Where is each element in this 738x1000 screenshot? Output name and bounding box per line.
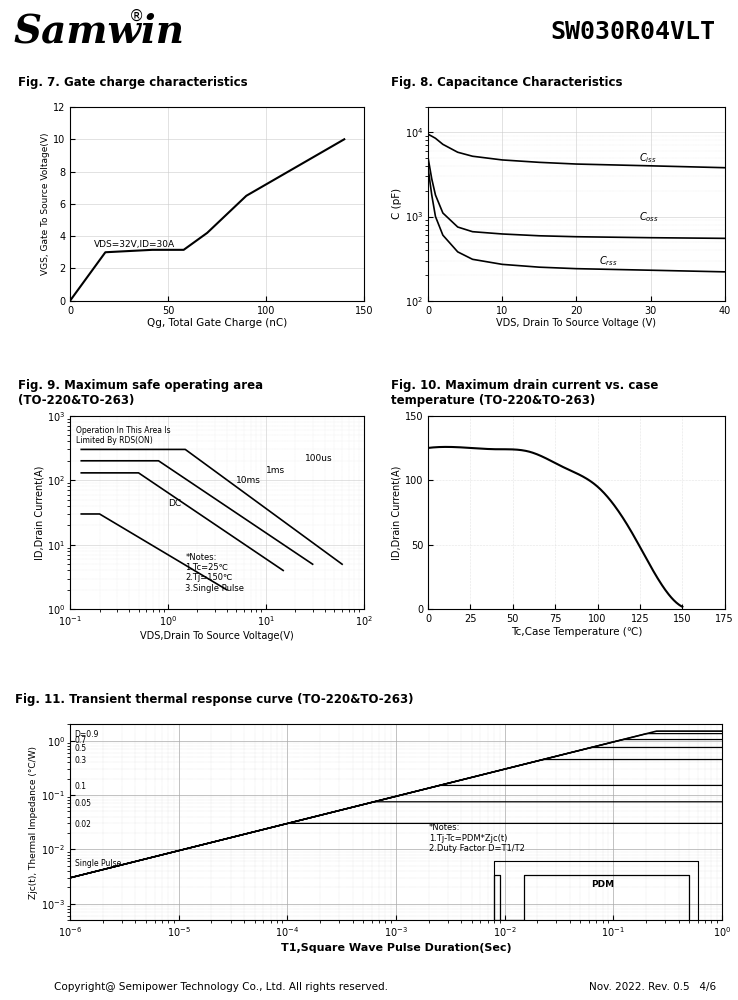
Text: Fig. 7. Gate charge characteristics: Fig. 7. Gate charge characteristics	[18, 76, 248, 89]
Text: Single Pulse: Single Pulse	[75, 859, 121, 868]
Text: DC: DC	[168, 499, 181, 508]
Text: *Notes:
1.Tc=25℃
2.Tj=150℃
3.Single Pulse: *Notes: 1.Tc=25℃ 2.Tj=150℃ 3.Single Puls…	[185, 553, 244, 593]
Text: $C_{iss}$: $C_{iss}$	[639, 151, 657, 165]
Y-axis label: C (pF): C (pF)	[392, 188, 402, 219]
Text: Copyright@ Semipower Technology Co., Ltd. All rights reserved.: Copyright@ Semipower Technology Co., Ltd…	[55, 982, 388, 992]
Text: Fig. 10. Maximum drain current vs. case
temperature (TO-220&TO-263): Fig. 10. Maximum drain current vs. case …	[390, 379, 658, 407]
X-axis label: VDS, Drain To Source Voltage (V): VDS, Drain To Source Voltage (V)	[497, 318, 656, 328]
Y-axis label: VGS, Gate To Source Voltage(V): VGS, Gate To Source Voltage(V)	[41, 133, 50, 275]
Text: 1ms: 1ms	[266, 466, 285, 475]
Text: 0.7: 0.7	[75, 736, 87, 745]
Text: 10ms: 10ms	[236, 476, 261, 485]
Text: 0.05: 0.05	[75, 799, 92, 808]
Y-axis label: ID,Drain Current(A): ID,Drain Current(A)	[392, 465, 402, 560]
Text: $C_{oss}$: $C_{oss}$	[639, 210, 659, 224]
Y-axis label: ID,Drain Current(A): ID,Drain Current(A)	[34, 465, 44, 560]
Text: Fig. 8. Capacitance Characteristics: Fig. 8. Capacitance Characteristics	[390, 76, 622, 89]
Text: Fig. 9. Maximum safe operating area
(TO-220&TO-263): Fig. 9. Maximum safe operating area (TO-…	[18, 379, 263, 407]
X-axis label: VDS,Drain To Source Voltage(V): VDS,Drain To Source Voltage(V)	[140, 631, 294, 641]
Y-axis label: Zjc(t), Thermal Impedance (°C/W): Zjc(t), Thermal Impedance (°C/W)	[30, 746, 38, 899]
Text: 100us: 100us	[305, 454, 333, 463]
Text: PDM: PDM	[591, 880, 614, 889]
Text: ®: ®	[129, 9, 145, 24]
Text: *Notes:
1.Tj-Tc=PDM*Zjc(t)
2.Duty Factor D=T1/T2: *Notes: 1.Tj-Tc=PDM*Zjc(t) 2.Duty Factor…	[429, 823, 525, 853]
Text: SW030R04VLT: SW030R04VLT	[551, 20, 716, 44]
Text: 0.5: 0.5	[75, 744, 87, 753]
Text: Nov. 2022. Rev. 0.5   4/6: Nov. 2022. Rev. 0.5 4/6	[589, 982, 716, 992]
Text: 0.3: 0.3	[75, 756, 87, 765]
Text: 0.1: 0.1	[75, 782, 86, 791]
X-axis label: T1,Square Wave Pulse Duration(Sec): T1,Square Wave Pulse Duration(Sec)	[280, 943, 511, 953]
Text: VDS=32V,ID=30A: VDS=32V,ID=30A	[94, 240, 175, 249]
Text: Samwin: Samwin	[13, 13, 184, 51]
Text: D=0.9: D=0.9	[75, 730, 99, 739]
Text: 0.02: 0.02	[75, 820, 92, 829]
Text: $C_{rss}$: $C_{rss}$	[599, 254, 617, 268]
X-axis label: Qg, Total Gate Charge (nC): Qg, Total Gate Charge (nC)	[147, 318, 287, 328]
Text: Operation In This Area Is
Limited By RDS(ON): Operation In This Area Is Limited By RDS…	[76, 426, 170, 445]
X-axis label: Tc,Case Temperature (℃): Tc,Case Temperature (℃)	[511, 627, 642, 637]
Text: Fig. 11. Transient thermal response curve (TO-220&TO-263): Fig. 11. Transient thermal response curv…	[15, 693, 413, 706]
